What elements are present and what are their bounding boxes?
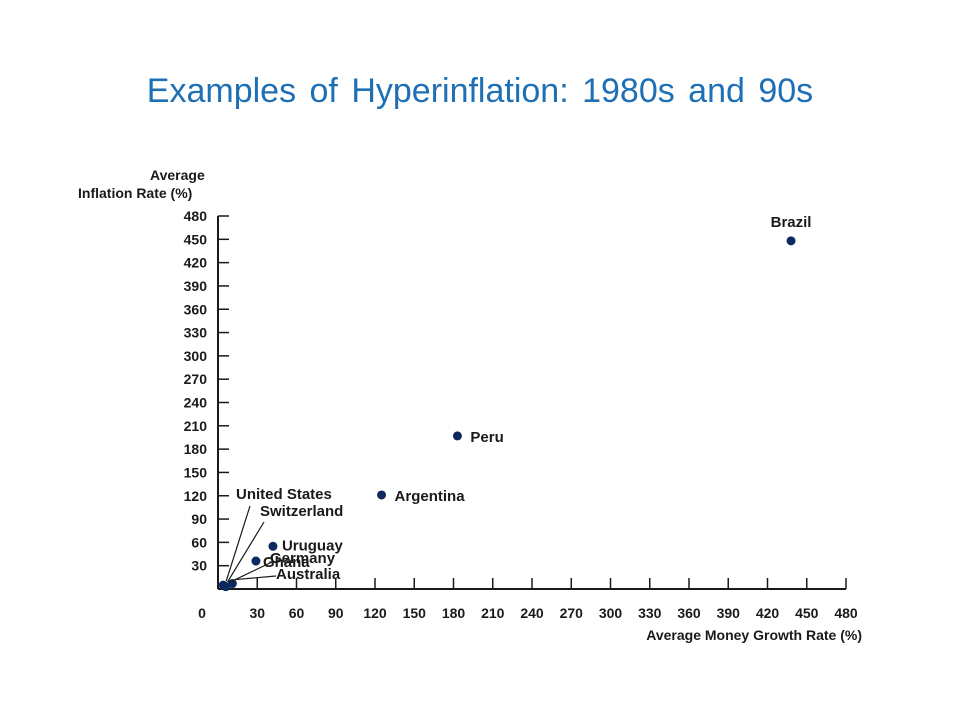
y-tick-label: 360 xyxy=(184,301,208,317)
x-tick-label: 270 xyxy=(560,605,584,621)
data-point-argentina xyxy=(377,490,387,500)
y-tick-label: 240 xyxy=(184,395,208,411)
point-label-argentina: Argentina xyxy=(395,488,466,505)
point-label-ghana: Ghana xyxy=(263,554,310,571)
data-point-uruguay xyxy=(268,541,278,551)
x-tick-label: 300 xyxy=(599,605,623,621)
x-tick-label: 120 xyxy=(363,605,387,621)
x-tick-label: 30 xyxy=(249,605,265,621)
y-axis-title-line1: Average xyxy=(150,167,205,183)
y-tick-label: 480 xyxy=(184,208,208,224)
chart-leader-lines xyxy=(225,505,277,584)
y-tick-label: 120 xyxy=(184,488,208,504)
data-point-ghana xyxy=(251,556,261,566)
leader-line-australia xyxy=(235,575,277,581)
leader-line-united-states xyxy=(225,505,251,582)
y-tick-label: 30 xyxy=(191,558,207,574)
leader-line-switzerland xyxy=(227,521,265,583)
y-tick-label: 150 xyxy=(184,464,208,480)
x-tick-label: 0 xyxy=(198,605,206,621)
data-point-peru xyxy=(452,431,462,441)
x-tick-label: 480 xyxy=(834,605,858,621)
point-label-brazil: Brazil xyxy=(771,214,812,231)
point-label-germany: Germany xyxy=(270,550,336,567)
x-tick-label: 450 xyxy=(795,605,819,621)
y-tick-label: 300 xyxy=(184,348,208,364)
x-tick-label: 330 xyxy=(638,605,662,621)
x-axis-title: Average Money Growth Rate (%) xyxy=(646,627,862,643)
data-point-australia xyxy=(227,579,237,589)
x-tick-label: 90 xyxy=(328,605,344,621)
y-axis-title-line2: Inflation Rate (%) xyxy=(78,185,192,201)
chart-ticks: 0 30 60 90 120 150 180 210 240 270 300 330 360 390 420… xyxy=(184,208,858,621)
y-tick-label: 60 xyxy=(191,534,207,550)
y-tick-label: 210 xyxy=(184,418,208,434)
x-tick-label: 60 xyxy=(289,605,305,621)
y-tick-label: 180 xyxy=(184,441,208,457)
y-tick-label: 420 xyxy=(184,255,208,271)
x-tick-label: 390 xyxy=(717,605,741,621)
x-tick-label: 240 xyxy=(520,605,544,621)
y-tick-label: 90 xyxy=(191,511,207,527)
chart-axes xyxy=(217,216,846,590)
chart-points xyxy=(218,236,796,592)
y-tick-label: 450 xyxy=(184,231,208,247)
point-label-peru: Peru xyxy=(470,429,503,446)
point-label-australia: Australia xyxy=(276,566,341,583)
x-tick-label: 360 xyxy=(677,605,701,621)
point-label-united-states: United States xyxy=(236,486,332,503)
x-tick-label: 210 xyxy=(481,605,505,621)
point-label-uruguay: Uruguay xyxy=(282,537,344,554)
y-tick-label: 270 xyxy=(184,371,208,387)
x-tick-label: 180 xyxy=(442,605,466,621)
y-tick-label: 390 xyxy=(184,278,208,294)
y-tick-label: 330 xyxy=(184,325,208,341)
page-title: Examples of Hyperinflation: 1980s and 90… xyxy=(146,72,814,110)
x-tick-label: 420 xyxy=(756,605,780,621)
data-point-brazil xyxy=(786,236,796,246)
x-tick-label: 150 xyxy=(403,605,427,621)
point-label-switzerland: Switzerland xyxy=(260,503,343,520)
